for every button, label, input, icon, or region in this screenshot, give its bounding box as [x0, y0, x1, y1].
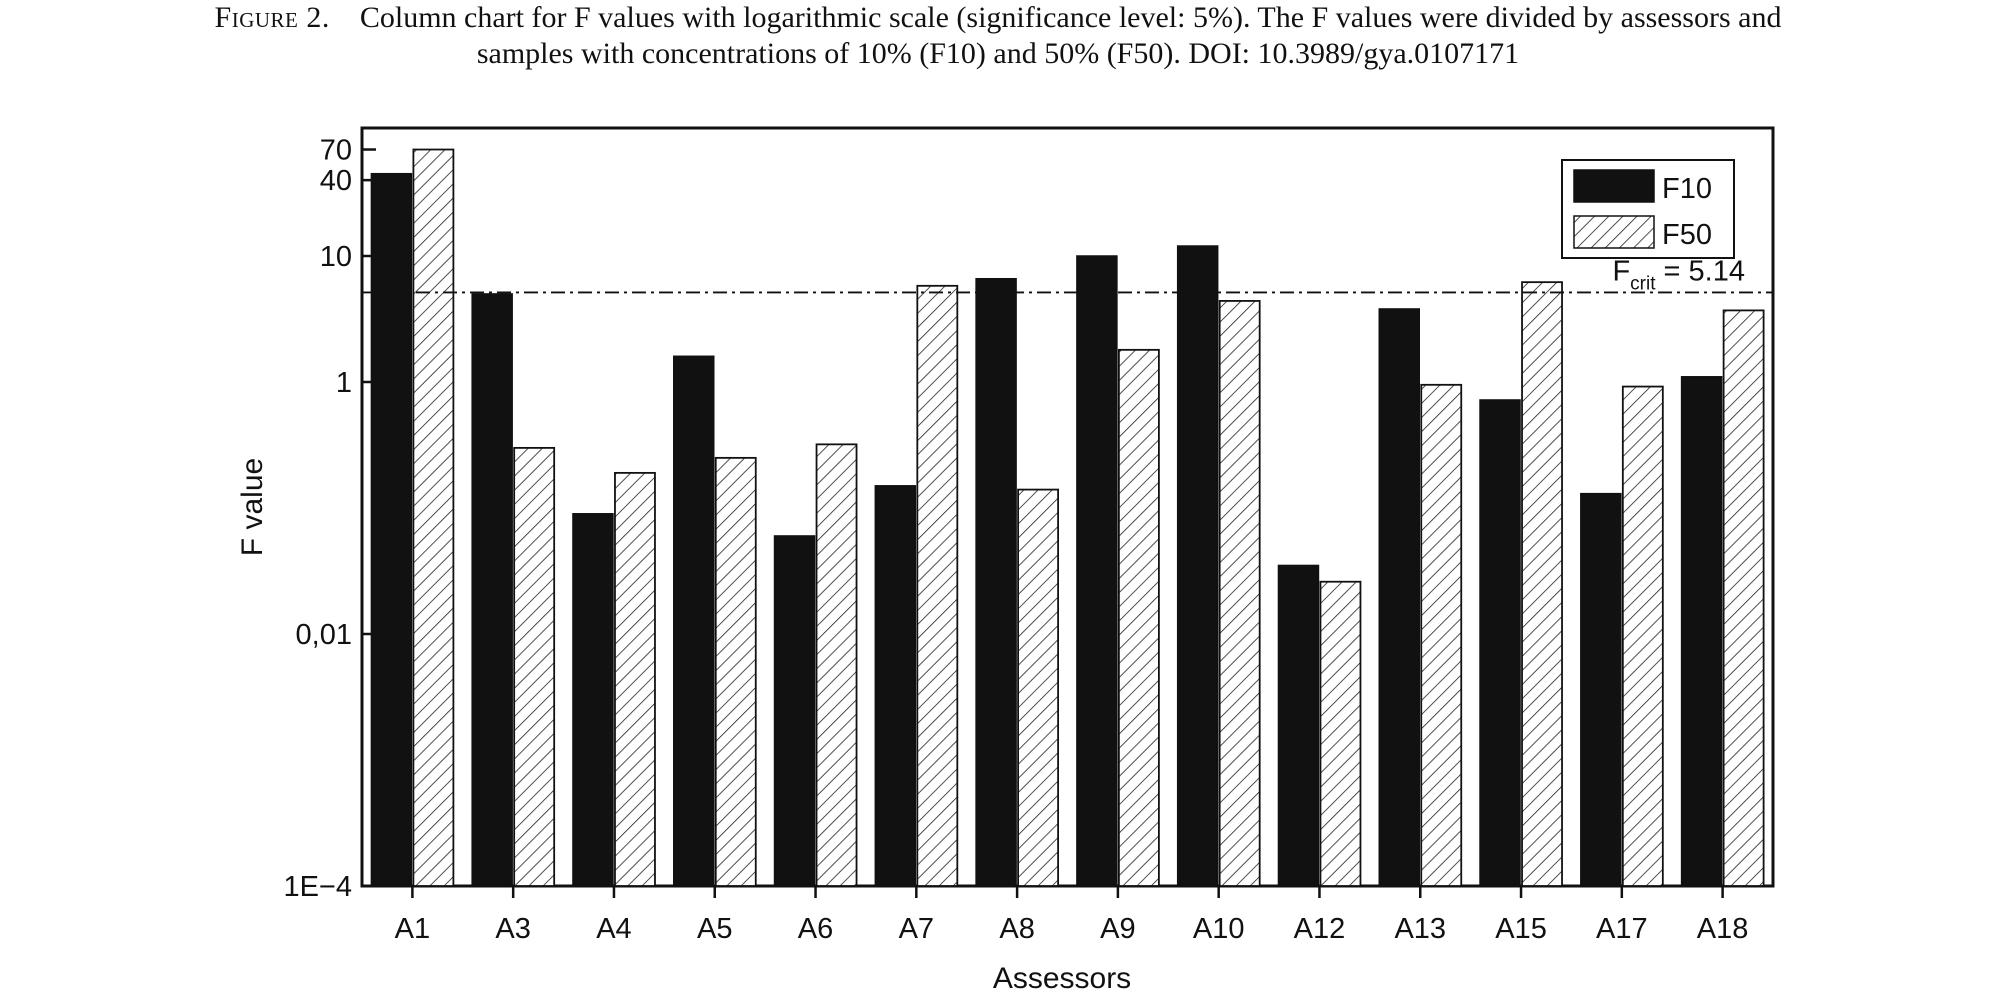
bar-f10-a18 [1680, 376, 1723, 887]
bar-f50-a3 [513, 446, 556, 887]
x-tick-label-a15: A15 [1495, 913, 1547, 945]
caption-text-1: Column chart for F values with logarithm… [359, 1, 1782, 34]
bar-f10-a8 [975, 277, 1017, 887]
caption-label: Figure 2. [214, 1, 330, 34]
x-tick-label-a13: A13 [1394, 913, 1446, 945]
legend-swatch-f10 [1573, 169, 1655, 203]
x-tick-label-a7: A7 [899, 913, 934, 945]
bar-f10-a3 [471, 293, 513, 887]
x-tick-label-a18: A18 [1697, 913, 1749, 945]
x-tick-label-a12: A12 [1294, 913, 1346, 945]
y-tick-label: 1 [336, 367, 352, 399]
critical-value-label-sub: crit [1630, 273, 1656, 294]
bars [370, 148, 1765, 887]
critical-value-label: Fcrit = 5.14 [1612, 255, 1745, 294]
bar-f10-a13 [1378, 308, 1420, 887]
y-tick-label: 1E−4 [283, 871, 352, 903]
x-axis: A1 A3 A4 A5 A6 A7 A8 A9 A10 A12 A13 A15 A17 A18 [395, 886, 1749, 945]
bar-f10-a1 [370, 172, 413, 887]
x-tick-label-a3: A3 [495, 913, 530, 945]
y-tick-label: 10 [320, 241, 352, 273]
x-tick-label-a8: A8 [999, 913, 1034, 945]
bar-f50-a10 [1218, 300, 1261, 887]
x-tick-label-a4: A4 [596, 913, 631, 945]
bar-f50-a4 [614, 471, 656, 887]
x-tick-label-a6: A6 [798, 913, 833, 945]
x-tick-label-a10: A10 [1193, 913, 1245, 945]
bar-f50-a8 [1017, 488, 1060, 887]
x-tick-label-a1: A1 [395, 913, 430, 945]
critical-value-label-value: = 5.14 [1656, 255, 1746, 287]
bar-f10-a6 [773, 535, 816, 887]
bar-f50-a15 [1521, 281, 1563, 887]
bar-f10-a15 [1479, 399, 1521, 887]
x-axis-label: Assessors [993, 962, 1131, 990]
bar-f50-a13 [1420, 383, 1463, 887]
bar-f50-a17 [1621, 385, 1664, 887]
x-tick-label-a9: A9 [1100, 913, 1135, 945]
bar-f50-a12 [1319, 580, 1362, 887]
bar-f50-a6 [815, 443, 858, 887]
x-tick-label-a17: A17 [1596, 913, 1648, 945]
bar-f10-a12 [1277, 564, 1320, 887]
legend-label-f10: F10 [1662, 173, 1712, 205]
bar-f50-a5 [714, 456, 757, 887]
bar-f10-a17 [1580, 492, 1622, 887]
bar-f50-a1 [412, 148, 455, 887]
figure-caption: Figure 2. Column chart for F values with… [0, 0, 1996, 72]
bar-f10-a10 [1176, 245, 1219, 887]
critical-value-label-f: F [1612, 255, 1630, 287]
y-axis-label: F value [236, 458, 269, 556]
y-tick-label: 0,01 [296, 619, 352, 651]
bar-f50-a7 [916, 284, 959, 887]
legend-swatch-f50 [1573, 215, 1655, 249]
bar-f50-a9 [1117, 348, 1160, 887]
bar-f10-a7 [874, 485, 917, 887]
plot-frame [360, 126, 1775, 888]
bar-f10-a5 [673, 355, 715, 887]
y-tick-label: 40 [320, 165, 352, 197]
x-tick-label-a5: A5 [697, 913, 732, 945]
bar-f10-a9 [1076, 255, 1118, 887]
caption-line-2: samples with concentrations of 10% (F10)… [476, 37, 1520, 70]
critical-value-line: Fcrit = 5.14 [362, 255, 1773, 294]
y-tick-label: 70 [320, 135, 352, 167]
bar-f10-a4 [572, 513, 614, 887]
legend-label-f50: F50 [1662, 219, 1712, 251]
bar-f50-a18 [1722, 309, 1765, 887]
caption-line-1: Figure 2. Column chart for F values with… [0, 0, 1996, 36]
